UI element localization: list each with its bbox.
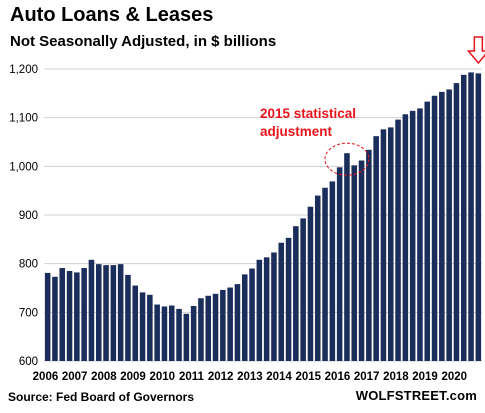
bar [395,119,401,361]
bar [453,83,460,361]
x-tick-label: 2015 [295,371,321,383]
y-tick-label: 1,000 [9,161,38,173]
chart-title: Auto Loans & Leases [10,4,214,26]
brand-watermark: WOLFSTREET.com [355,388,477,403]
bar [271,252,277,361]
bar [475,73,482,361]
bar [95,264,102,361]
bar [183,313,190,361]
x-tick-label: 2012 [208,371,234,383]
x-axis-ticks: 2006 2007 2008 2009 2010 2011 2012 2013 2014 2015… [33,371,467,383]
y-tick-label: 600 [19,356,38,368]
bar [285,237,292,361]
bar [59,268,66,361]
bar [161,306,168,361]
bar [329,181,336,361]
x-tick-label: 2013 [237,371,263,383]
bar [88,259,95,361]
x-tick-label: 2006 [33,371,59,383]
bar [125,274,131,361]
x-tick-label: 2010 [149,371,175,383]
bar [249,268,255,361]
bar [424,101,431,362]
bar [300,218,306,361]
x-tick-label: 2008 [91,371,117,383]
annotation-line-2: adjustment [260,124,333,139]
bar [176,308,182,361]
bar [336,167,343,361]
highlight-ellipse [324,142,370,176]
x-tick-label: 2018 [383,371,409,383]
source-note: Source: Fed Board of Governors [8,390,195,404]
bar [81,268,87,361]
bar [139,292,146,361]
bar [147,294,153,361]
bar-series [44,72,482,362]
x-tick-label: 2009 [120,371,146,383]
bar [402,114,409,361]
bar [52,276,58,361]
x-tick-label: 2011 [179,371,205,383]
bar [322,187,328,361]
bar [446,89,452,361]
y-tick-label: 700 [19,307,38,319]
annotation-line-1: 2015 statistical [260,106,356,121]
bar [409,110,416,361]
annotation-group: 2015 statistical adjustment [260,36,485,176]
x-tick-label: 2014 [266,371,292,383]
bar [256,259,263,361]
bar [190,306,197,361]
bar [307,206,314,361]
x-tick-label: 2019 [412,371,438,383]
bar [220,289,226,361]
bar [234,284,241,361]
bar [212,293,219,361]
bar [66,270,73,361]
bar [74,272,80,361]
bar [387,127,394,362]
bar [132,285,139,361]
bar [103,265,109,361]
bar [417,108,423,361]
bar [293,226,299,361]
gridlines [44,68,482,362]
bar [117,264,124,361]
bar [344,153,350,361]
bar [168,305,175,361]
bar [366,149,372,361]
chart-subtitle: Not Seasonally Adjusted, in $ billions [10,33,277,50]
bar [468,72,474,361]
y-tick-label: 1,100 [9,113,38,125]
x-tick-label: 2016 [325,371,351,383]
bar [373,136,379,361]
bar [198,298,204,361]
y-tick-label: 1,200 [9,64,38,76]
y-tick-label: 800 [19,259,38,271]
x-tick-label: 2007 [62,371,88,383]
y-axis-ticks: 600 700 800 900 1,000 1,100 1,200 [9,64,38,368]
down-arrow-icon [466,36,485,65]
bar [44,272,51,361]
bar [358,160,365,361]
bar [263,257,270,361]
bar [439,91,445,361]
x-tick-label: 2017 [354,371,380,383]
bar [205,295,212,361]
y-tick-label: 900 [19,210,38,222]
bar [351,165,358,361]
bar [154,304,160,361]
bar [380,129,387,361]
bar [227,287,233,361]
bar [278,242,285,361]
bar [431,95,438,362]
bar [460,74,467,361]
x-tick-label: 2020 [441,371,467,383]
bar [241,274,248,361]
bar [110,265,117,361]
bar [314,195,321,361]
